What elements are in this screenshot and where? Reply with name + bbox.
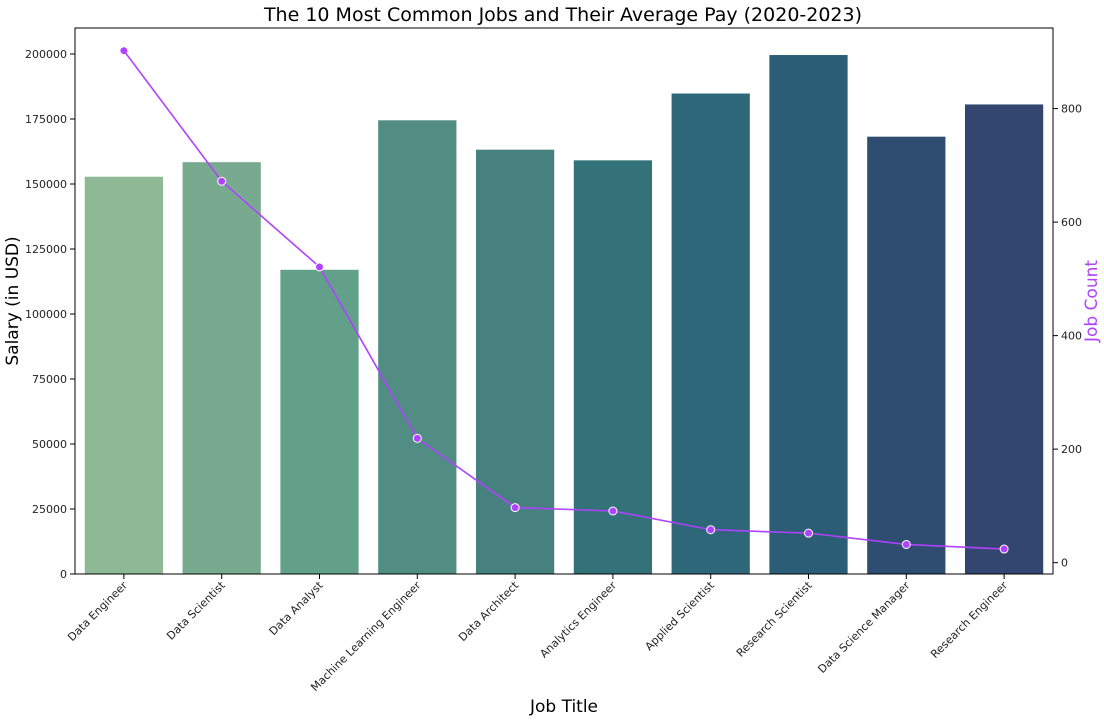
plot-frame bbox=[74, 27, 1054, 575]
y2-tick-label: 600 bbox=[1061, 216, 1082, 229]
y-tick-label: 50000 bbox=[32, 438, 67, 451]
bar-7 bbox=[671, 93, 750, 575]
y-tick-label: 175000 bbox=[25, 113, 67, 126]
x-tick-label: Data Architect bbox=[456, 578, 522, 644]
x-tick-label: Machine Learning Engineer bbox=[308, 579, 423, 694]
line-layer bbox=[120, 47, 1009, 554]
x-tick-label: Research Scientist bbox=[734, 578, 815, 659]
x-tick-label: Data Science Manager bbox=[815, 579, 912, 676]
y2-tick-label: 200 bbox=[1061, 443, 1082, 456]
job-count-point-6 bbox=[608, 506, 618, 516]
x-axis: Data Engineer Data Scientist Data AnalystM… bbox=[65, 574, 1011, 694]
x-tick-label: Research Engineer bbox=[928, 579, 1010, 661]
y-tick-label: 125000 bbox=[25, 243, 67, 256]
job-count-point-5 bbox=[510, 503, 520, 513]
bars-layer bbox=[84, 55, 1044, 575]
x-tick-label: Data Scientist bbox=[164, 578, 228, 642]
bar-9 bbox=[867, 136, 946, 574]
job-count-point-4 bbox=[412, 433, 422, 443]
y-tick-label: 25000 bbox=[32, 503, 67, 516]
job-count-point-9 bbox=[901, 539, 911, 549]
job-count-point-7 bbox=[706, 525, 716, 535]
bar-2 bbox=[182, 162, 261, 574]
bar-3 bbox=[280, 269, 359, 574]
y-tick-label: 150000 bbox=[25, 178, 67, 191]
job-count-point-10 bbox=[999, 544, 1009, 554]
x-axis-title: Job Title bbox=[529, 697, 598, 717]
job-count-point-2 bbox=[217, 176, 227, 186]
bar-8 bbox=[769, 55, 848, 575]
bar-6 bbox=[573, 160, 653, 574]
y2-tick-label: 400 bbox=[1061, 330, 1082, 343]
y-axis-title: Salary (in USD) bbox=[3, 236, 23, 365]
y-left-axis: 0 25000 50000 75000 100000 125000 150000 175000… bbox=[25, 48, 75, 581]
y-tick-label: 0 bbox=[60, 568, 67, 581]
bar-1 bbox=[84, 176, 164, 574]
y-tick-label: 200000 bbox=[25, 48, 67, 61]
y-tick-label: 75000 bbox=[32, 373, 67, 386]
bar-10 bbox=[964, 104, 1044, 574]
y-right-axis: 0 200 400 600 800 bbox=[1053, 103, 1082, 570]
y2-tick-label: 0 bbox=[1061, 557, 1068, 570]
x-tick-label: Analytics Engineer bbox=[537, 579, 619, 661]
x-tick-label: Data Analyst bbox=[267, 578, 327, 638]
job-count-line bbox=[123, 50, 1005, 550]
y-tick-label: 100000 bbox=[25, 308, 67, 321]
chart-title: The 10 Most Common Jobs and Their Averag… bbox=[263, 4, 862, 26]
y2-tick-label: 800 bbox=[1061, 103, 1082, 116]
x-tick-label: Applied Scientist bbox=[643, 578, 718, 653]
x-tick-label: Data Engineer bbox=[65, 579, 130, 644]
bar-4 bbox=[378, 120, 457, 575]
job-count-point-8 bbox=[804, 528, 813, 538]
y2-axis-title: Job Count bbox=[1082, 260, 1102, 343]
job-count-point-1 bbox=[120, 47, 128, 55]
job-count-point-3 bbox=[315, 262, 324, 272]
